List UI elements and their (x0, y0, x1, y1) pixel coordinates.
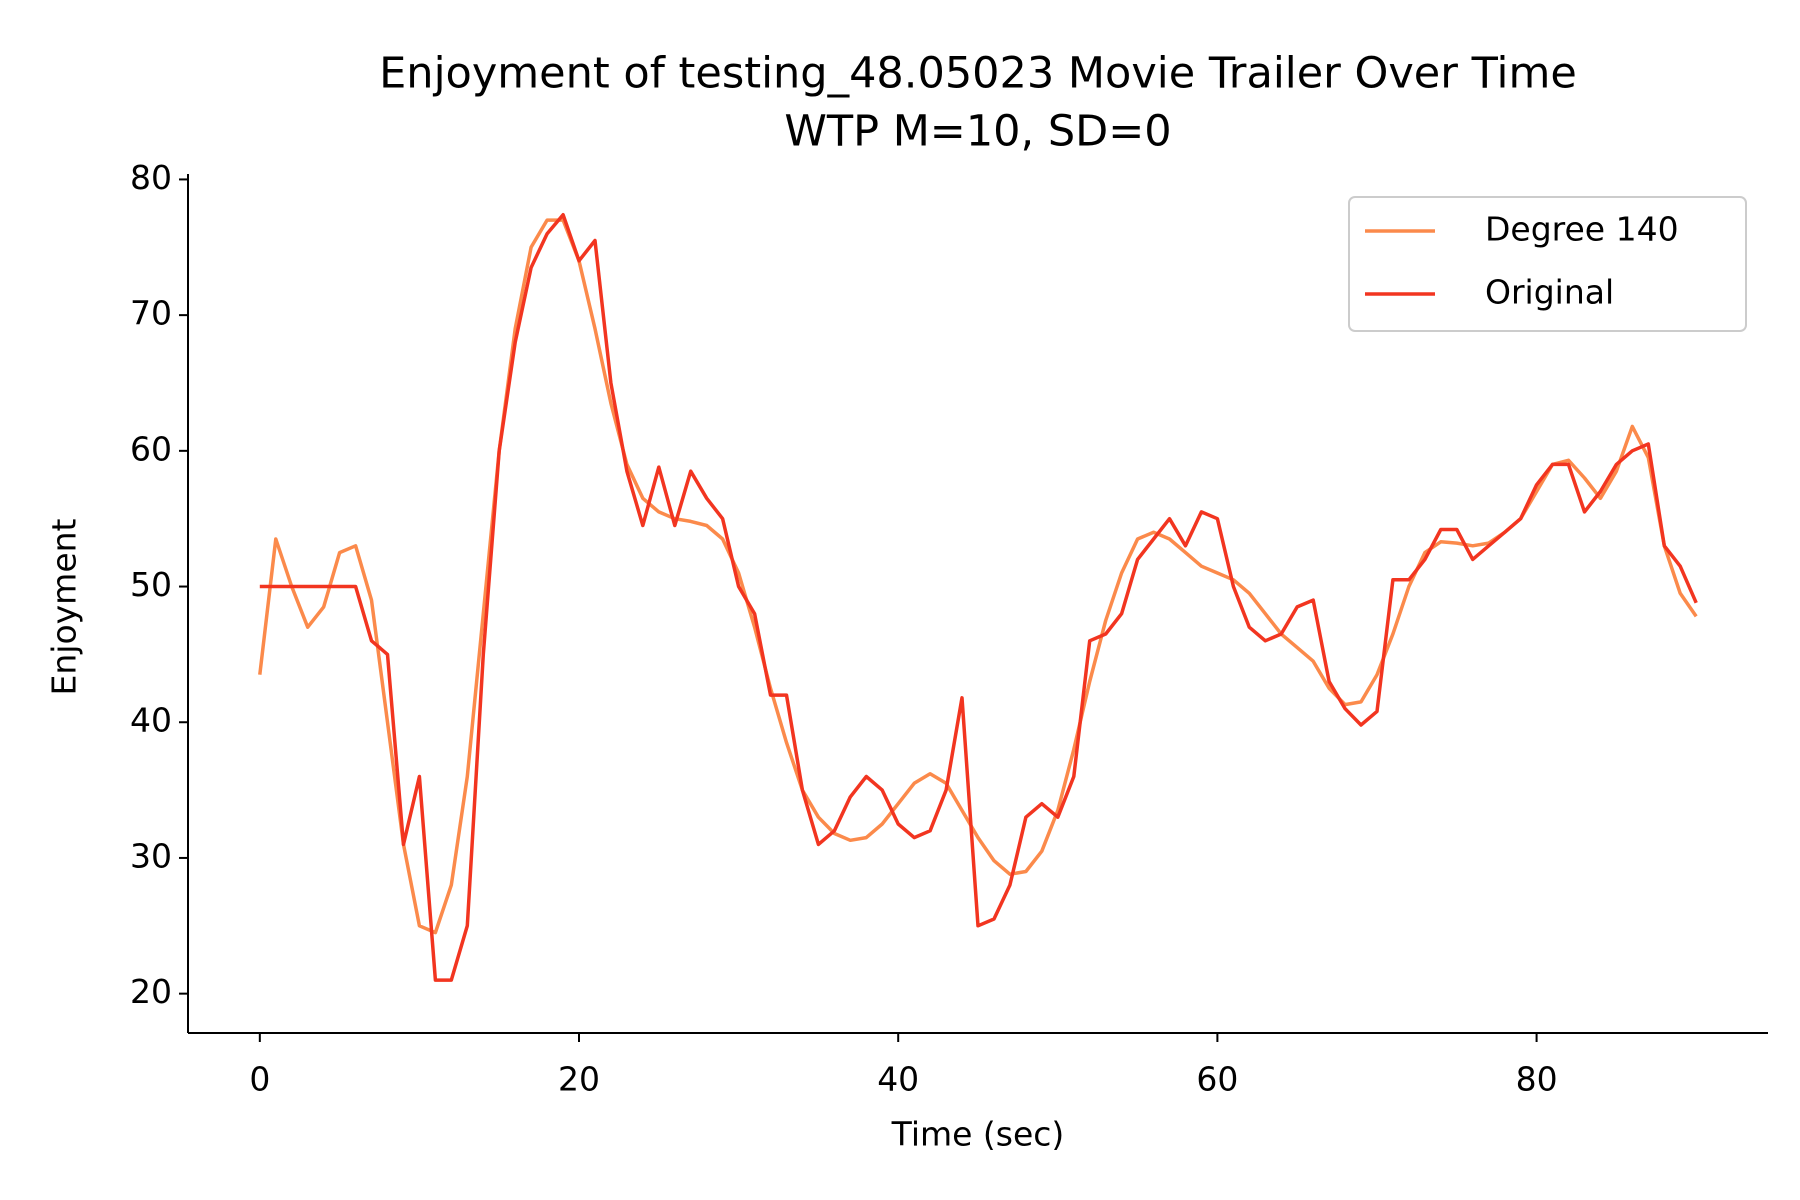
y-axis-label: Enjoyment (45, 518, 84, 695)
x-tick-label: 40 (877, 1060, 919, 1099)
x-tick-label: 20 (558, 1060, 600, 1099)
legend-box (1348, 196, 1747, 332)
y-tick-label: 20 (130, 972, 172, 1011)
x-tick-label: 80 (1516, 1060, 1558, 1099)
y-tick-label: 40 (130, 701, 172, 740)
x-axis-label: Time (sec) (891, 1115, 1065, 1154)
line-series (259, 212, 1698, 982)
y-tick-label: 60 (130, 429, 172, 468)
y-tick-label: 80 (130, 158, 172, 197)
legend-label: Degree 140 (1485, 210, 1679, 249)
chart-title: Enjoyment of testing_48.05023 Movie Trai… (379, 49, 1577, 99)
y-tick-label: 70 (130, 294, 172, 333)
chart-subtitle: WTP M=10, SD=0 (784, 107, 1171, 157)
x-tick-label: 0 (249, 1060, 270, 1099)
x-tick-label: 60 (1196, 1060, 1238, 1099)
legend-label: Original (1485, 273, 1614, 312)
y-tick-label: 30 (130, 836, 172, 875)
y-tick-label: 50 (130, 565, 172, 604)
